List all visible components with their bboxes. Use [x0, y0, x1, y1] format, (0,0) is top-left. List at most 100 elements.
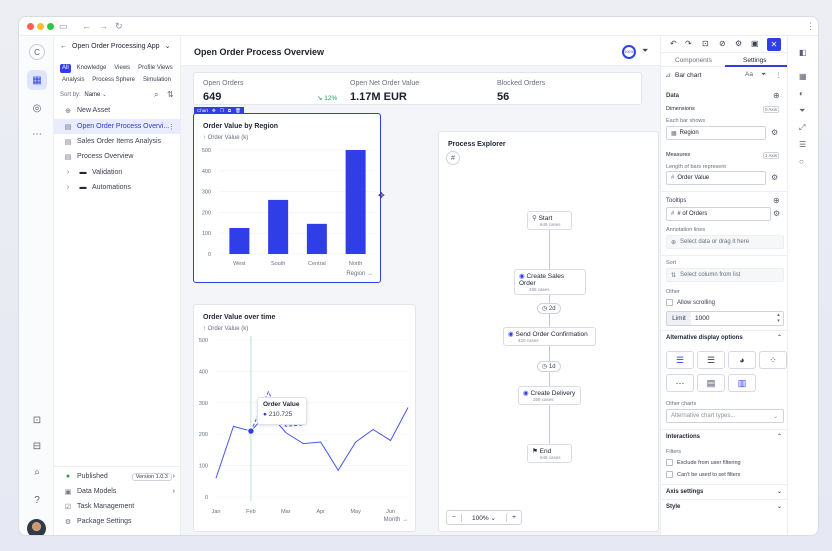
tree-folder-automations[interactable]: › ▬ Automations: [54, 180, 181, 195]
axis-settings-section[interactable]: Axis settings ⌄: [661, 484, 788, 499]
undo-icon[interactable]: ↶: [670, 39, 677, 48]
chart-toolbar[interactable]: Chart ✥ ❐ ⧉ 🗑: [194, 107, 244, 114]
alt-display-section[interactable]: Alternative display options ⌃: [661, 330, 788, 345]
gear-icon[interactable]: ⚙: [773, 209, 781, 218]
sidebar-item-package-settings[interactable]: ⚙ Package Settings: [54, 514, 181, 529]
duplicate-icon[interactable]: ⧉: [227, 108, 232, 113]
tree-item-sales-order-items-analysis[interactable]: ▤ Sales Order Items Analysis: [54, 134, 181, 149]
redo-icon[interactable]: ↷: [685, 39, 692, 48]
expand-icon[interactable]: ⤢: [799, 123, 806, 132]
tab-settings[interactable]: Settings: [743, 57, 767, 64]
checkbox-box[interactable]: [666, 299, 673, 306]
help-icon[interactable]: ?: [34, 494, 40, 506]
progress-badge[interactable]: 100%: [622, 45, 636, 59]
gear-icon[interactable]: ⚙: [771, 128, 779, 137]
hash-icon[interactable]: #: [446, 151, 460, 165]
sidebar-item-task-management[interactable]: ☑ Task Management: [54, 499, 181, 514]
chip-process-sphere[interactable]: Process Sphere: [92, 77, 135, 83]
tree-item-open-order-process-overview[interactable]: ▤ Open Order Process Overvi... ⋮: [54, 119, 181, 134]
bar-horizontal-icon[interactable]: ☰: [666, 351, 694, 369]
forward-icon[interactable]: →: [99, 21, 108, 31]
scatter-icon[interactable]: ⁘: [759, 351, 787, 369]
process-node-start[interactable]: ⚲ Start 649 cases: [527, 211, 572, 230]
chevron-right-icon[interactable]: ›: [66, 184, 70, 191]
line-chart-card[interactable]: Order Value over time ↑ Order Value (k) …: [193, 304, 416, 532]
interactions-section[interactable]: Interactions ⌃: [661, 429, 788, 444]
sort-drop-zone[interactable]: ⇅ Select column from list: [666, 268, 784, 282]
column-chart-icon[interactable]: ▥: [728, 374, 756, 392]
more-horizontal-icon[interactable]: ⋯: [32, 128, 42, 140]
more-vertical-icon[interactable]: ⋮: [806, 21, 815, 31]
add-tooltip-icon[interactable]: ⊕: [773, 196, 780, 205]
new-document-icon[interactable]: ⊡: [32, 414, 42, 426]
tab-components[interactable]: Components: [675, 57, 712, 64]
tree-folder-validation[interactable]: › ▬ Validation: [54, 165, 181, 180]
close-panel-button[interactable]: ✕: [767, 38, 781, 51]
cant-use-filter-checkbox[interactable]: Can't be used to set filters: [666, 471, 740, 478]
process-explorer-card[interactable]: Process Explorer # ⚲ Start 649 cases ◉ C…: [438, 131, 659, 532]
reload-icon[interactable]: ↻: [115, 21, 123, 31]
zoom-out-button[interactable]: −: [452, 514, 456, 521]
add-data-icon[interactable]: ⊕: [773, 91, 780, 100]
exclude-filter-checkbox[interactable]: Exclude from user filtering: [666, 459, 741, 466]
checkbox-box[interactable]: [666, 471, 673, 478]
delete-icon[interactable]: 🗑: [235, 107, 241, 113]
process-node-create-delivery[interactable]: ◉ Create Delivery 359 cases: [518, 386, 581, 405]
grid-apps-icon[interactable]: ▦: [27, 70, 47, 90]
list-icon[interactable]: ☰: [799, 140, 807, 149]
move-icon[interactable]: ✥: [212, 107, 216, 113]
process-node-send-order-confirmation[interactable]: ◉ Send Order Confirmation 420 cases: [503, 327, 596, 346]
process-node-create-sales-order[interactable]: ◉ Create Sales Order 485 cases: [514, 269, 586, 295]
chevron-right-icon[interactable]: ›: [66, 169, 70, 176]
save-icon[interactable]: ▣: [751, 39, 759, 48]
chevron-down-icon[interactable]: ⌄: [164, 43, 171, 50]
compass-icon[interactable]: ◎: [32, 102, 42, 114]
version-badge[interactable]: Version 1.0.3: [131, 472, 172, 481]
measure-field[interactable]: # Order Value: [666, 171, 766, 185]
resize-handle-icon[interactable]: ✥: [378, 191, 385, 200]
comment-icon[interactable]: ⊘: [719, 39, 726, 48]
palette-icon[interactable]: ◐: [799, 89, 804, 98]
limit-input[interactable]: Limit 1000 ▴ ▾: [666, 311, 784, 326]
bar-horizontal-stacked-icon[interactable]: ☰: [697, 351, 725, 369]
tree-item-new-asset[interactable]: ⊕ New Asset: [54, 103, 181, 118]
copy-icon[interactable]: ❐: [219, 107, 224, 113]
allow-scrolling-checkbox[interactable]: Allow scrolling: [666, 299, 715, 306]
style-section[interactable]: Style ⌄: [661, 499, 788, 514]
sidebar-toggle-icon[interactable]: ▭: [59, 21, 68, 31]
chip-views[interactable]: Views: [114, 65, 131, 71]
sort-order-icon[interactable]: ⇅: [167, 90, 174, 99]
close-window-icon[interactable]: [27, 23, 34, 30]
storage-icon[interactable]: ⊟: [32, 440, 42, 452]
more-vertical-icon[interactable]: ⋮: [775, 72, 782, 79]
circle-icon[interactable]: ○: [799, 157, 804, 166]
chip-simulation[interactable]: Simulation: [142, 77, 171, 83]
panel-toggle-icon[interactable]: ◧: [799, 48, 807, 57]
minimize-window-icon[interactable]: [37, 23, 44, 30]
preview-icon[interactable]: ⊡: [702, 39, 709, 48]
filter-icon[interactable]: ⏷: [761, 71, 767, 78]
sort-control[interactable]: Sort by: Name ⌄: [60, 91, 107, 98]
maximize-window-icon[interactable]: [47, 23, 54, 30]
logo-icon[interactable]: C: [29, 44, 45, 60]
dot-plot-icon[interactable]: ⋯: [666, 374, 694, 392]
tree-item-process-overview[interactable]: ▤ Process Overview: [54, 149, 181, 164]
search-icon[interactable]: ⌕: [34, 466, 40, 478]
table-icon[interactable]: ▦: [799, 72, 807, 81]
more-vertical-icon[interactable]: ⋮: [168, 123, 175, 131]
pie-chart-icon[interactable]: ◕: [728, 351, 756, 369]
filter-icon[interactable]: ⏷: [642, 46, 649, 55]
dimension-field[interactable]: ▦ Region: [666, 126, 766, 140]
alt-chart-select[interactable]: Alternative chart types... ⌄: [666, 409, 784, 423]
funnel-icon[interactable]: ⏷: [799, 106, 806, 115]
bar-grouped-icon[interactable]: ▤: [697, 374, 725, 392]
chip-all[interactable]: All: [60, 64, 71, 73]
bar-chart-card[interactable]: Chart ✥ ❐ ⧉ 🗑 Order Value by Region ↑ Or…: [193, 107, 381, 283]
chip-knowledge[interactable]: Knowledge: [76, 65, 107, 71]
checkbox-box[interactable]: [666, 459, 673, 466]
gear-icon[interactable]: ⚙: [771, 173, 779, 182]
gear-icon[interactable]: ⚙: [735, 39, 743, 48]
chip-profile-views[interactable]: Profile Views: [138, 65, 173, 71]
chip-analysis[interactable]: Analysis: [62, 77, 85, 83]
search-icon[interactable]: ⌕: [154, 90, 159, 99]
